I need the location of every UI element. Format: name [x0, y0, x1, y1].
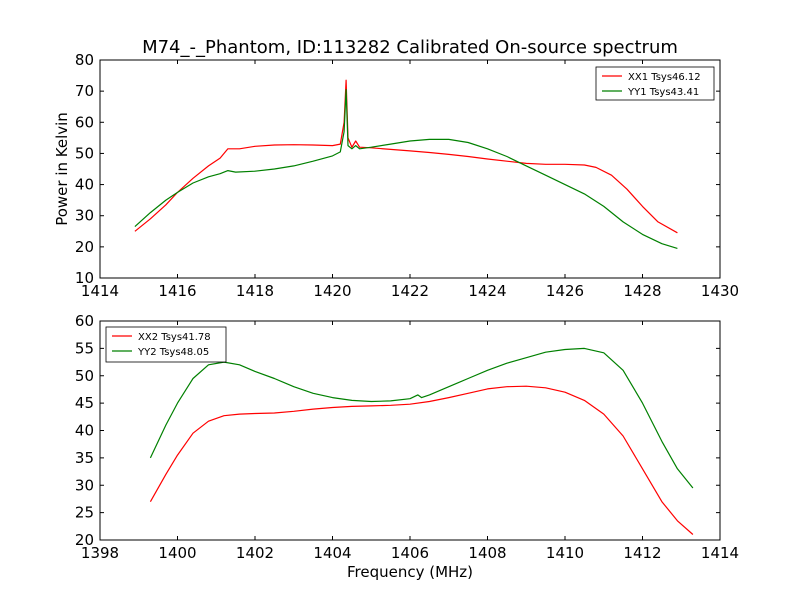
- chart-title: M74_-_Phantom, ID:113282 Calibrated On-s…: [142, 37, 678, 58]
- x-tick-label: 1428: [623, 282, 661, 300]
- x-tick-label: 1400: [158, 544, 196, 562]
- x-tick-label: 1424: [468, 282, 506, 300]
- x-tick-label: 1420: [313, 282, 351, 300]
- x-tick-label: 1414: [701, 544, 739, 562]
- legend-label: YY1 Tsys43.41: [627, 87, 699, 98]
- y-tick-label: 55: [75, 339, 94, 357]
- x-tick-label: 1398: [81, 544, 119, 562]
- legend: XX2 Tsys41.78 YY2 Tsys48.05: [105, 326, 227, 363]
- x-axis-label: Frequency (MHz): [347, 563, 473, 581]
- y-tick-label: 50: [75, 144, 94, 162]
- y-tick-label: 20: [75, 531, 94, 549]
- series-line-xx2: [149, 385, 694, 535]
- x-tick-label: 1406: [391, 544, 429, 562]
- y-tick-label: 10: [75, 269, 94, 287]
- x-tick-label: 1430: [701, 282, 739, 300]
- y-tick-label: 70: [75, 82, 94, 100]
- y-tick-label: 50: [75, 367, 94, 385]
- y-tick-label: 30: [75, 476, 94, 494]
- x-tick-label: 1416: [158, 282, 196, 300]
- x-tick-label: 1418: [236, 282, 274, 300]
- legend: XX1 Tsys46.12 YY1 Tsys43.41: [595, 66, 715, 101]
- legend-box: [105, 326, 227, 363]
- y-tick-label: 80: [75, 51, 94, 69]
- legend-label: XX2 Tsys41.78: [138, 332, 211, 343]
- y-tick-label: 60: [75, 113, 94, 131]
- y-tick-label: 40: [75, 176, 94, 194]
- legend-label: XX1 Tsys46.12: [628, 72, 701, 83]
- y-tick-label: 25: [75, 504, 94, 522]
- series-line-yy1: [134, 88, 678, 249]
- y-tick-label: 45: [75, 394, 94, 412]
- y-tick-label: 60: [75, 312, 94, 330]
- y-tick-label: 40: [75, 422, 94, 440]
- x-tick-label: 1414: [81, 282, 119, 300]
- plot-1: 1414 1416 1418 1420 1422 1424 1426 1428 1430 10 20…: [75, 51, 739, 300]
- y-tick-label: 20: [75, 238, 94, 256]
- series-line-yy2: [149, 347, 694, 489]
- series-line-xx1: [134, 79, 678, 234]
- x-tick-label: 1410: [546, 544, 584, 562]
- plot-2: 1398 1400 1402 1404 1406 1408 1410 1412 1414 20 25…: [75, 312, 739, 562]
- x-tick-label: 1408: [468, 544, 506, 562]
- x-tick-label: 1426: [546, 282, 584, 300]
- y-axis-label: Power in Kelvin: [53, 112, 71, 226]
- x-tick-label: 1412: [623, 544, 661, 562]
- x-tick-label: 1402: [236, 544, 274, 562]
- x-tick-label: 1422: [391, 282, 429, 300]
- legend-label: YY2 Tsys48.05: [137, 347, 209, 358]
- y-tick-label: 35: [75, 449, 94, 467]
- y-tick-label: 30: [75, 207, 94, 225]
- legend-box: [595, 66, 715, 101]
- x-tick-label: 1404: [313, 544, 351, 562]
